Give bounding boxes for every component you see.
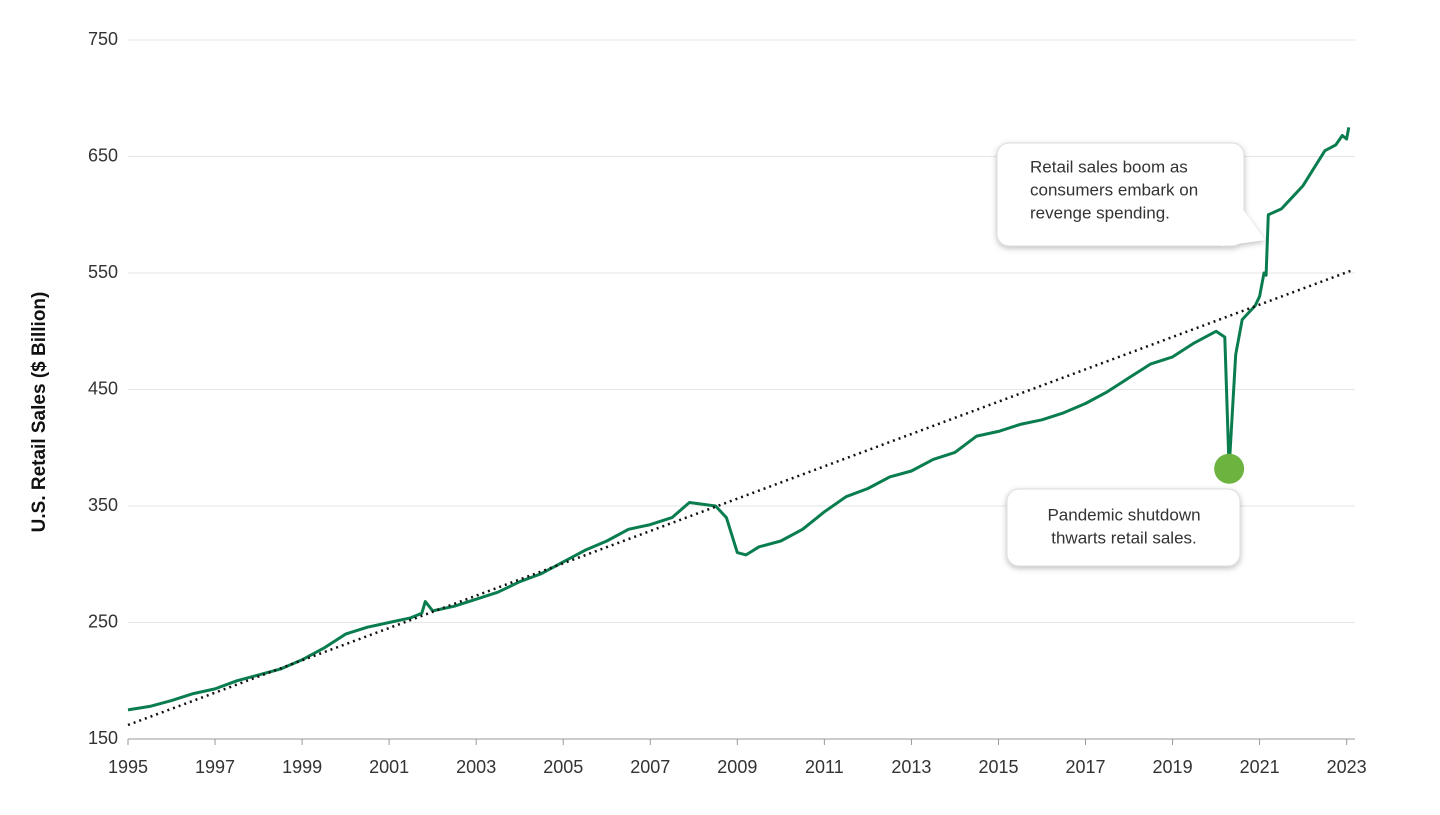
annotation-text: thwarts retail sales. bbox=[1051, 528, 1197, 547]
x-tick-label: 2015 bbox=[978, 757, 1018, 777]
x-tick-label: 2021 bbox=[1240, 757, 1280, 777]
annotation-text: consumers embark on bbox=[1030, 180, 1198, 199]
x-tick-label: 2023 bbox=[1327, 757, 1367, 777]
y-tick-label: 750 bbox=[88, 29, 118, 49]
x-tick-label: 2003 bbox=[456, 757, 496, 777]
data-line bbox=[127, 127, 1351, 712]
x-tick-label: 1995 bbox=[108, 757, 148, 777]
trend-line bbox=[127, 269, 1352, 727]
x-tick-label: 2007 bbox=[630, 757, 670, 777]
y-axis-label: U.S. Retail Sales ($ Billion) bbox=[29, 292, 50, 533]
x-tick-label: 1997 bbox=[195, 757, 235, 777]
y-tick-label: 150 bbox=[88, 728, 118, 748]
annotation-text: Retail sales boom as bbox=[1030, 157, 1188, 176]
x-tick-label: 2019 bbox=[1153, 757, 1193, 777]
y-tick-label: 350 bbox=[88, 495, 118, 515]
y-tick-label: 250 bbox=[88, 611, 118, 631]
callout-box bbox=[1006, 488, 1241, 567]
y-tick-label: 650 bbox=[88, 145, 118, 165]
x-tick-label: 2011 bbox=[805, 757, 844, 777]
callout bbox=[996, 142, 1265, 247]
x-tick-label: 1999 bbox=[282, 757, 322, 777]
x-tick-label: 2001 bbox=[369, 757, 409, 777]
x-tick-label: 2009 bbox=[717, 757, 757, 777]
y-tick-label: 550 bbox=[88, 262, 118, 282]
annotation-text: revenge spending. bbox=[1030, 203, 1170, 222]
callout-tail bbox=[1222, 200, 1265, 246]
x-tick-label: 2013 bbox=[891, 757, 931, 777]
annotation-text: Pandemic shutdown bbox=[1047, 505, 1200, 524]
callout bbox=[1006, 488, 1241, 567]
y-tick-label: 450 bbox=[88, 378, 118, 398]
callout-box bbox=[996, 142, 1245, 247]
x-tick-label: 2005 bbox=[543, 757, 583, 777]
highlight-point bbox=[1214, 453, 1245, 484]
x-tick-label: 2017 bbox=[1065, 757, 1105, 777]
